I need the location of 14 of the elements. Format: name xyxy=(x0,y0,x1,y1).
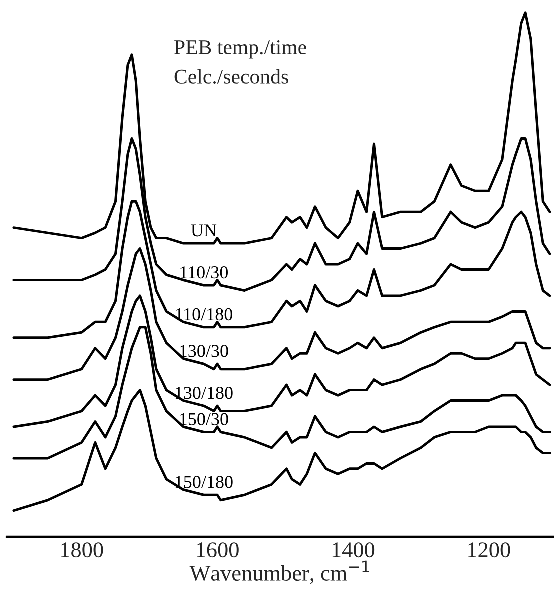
series-label: UN xyxy=(191,224,217,237)
series-label: 110/30 xyxy=(180,266,228,279)
x-tick-label: 1400 xyxy=(332,542,375,558)
series-label: 110/180 xyxy=(176,308,233,321)
annotation: PEB temp./time xyxy=(174,40,306,59)
x-tick-label: 1600 xyxy=(197,542,239,558)
x-tick-label: 1200 xyxy=(468,542,510,558)
x-tick-label: 1800 xyxy=(62,542,104,558)
x-axis-title: Wavenumber, cm$^{−1}$ xyxy=(190,560,370,584)
series-label: 150/30 xyxy=(180,413,228,426)
series-label: 150/180 xyxy=(176,476,233,488)
annotation: Celc./seconds xyxy=(174,69,288,84)
series-label: 130/180 xyxy=(176,387,233,400)
series-label: 130/30 xyxy=(180,345,228,358)
